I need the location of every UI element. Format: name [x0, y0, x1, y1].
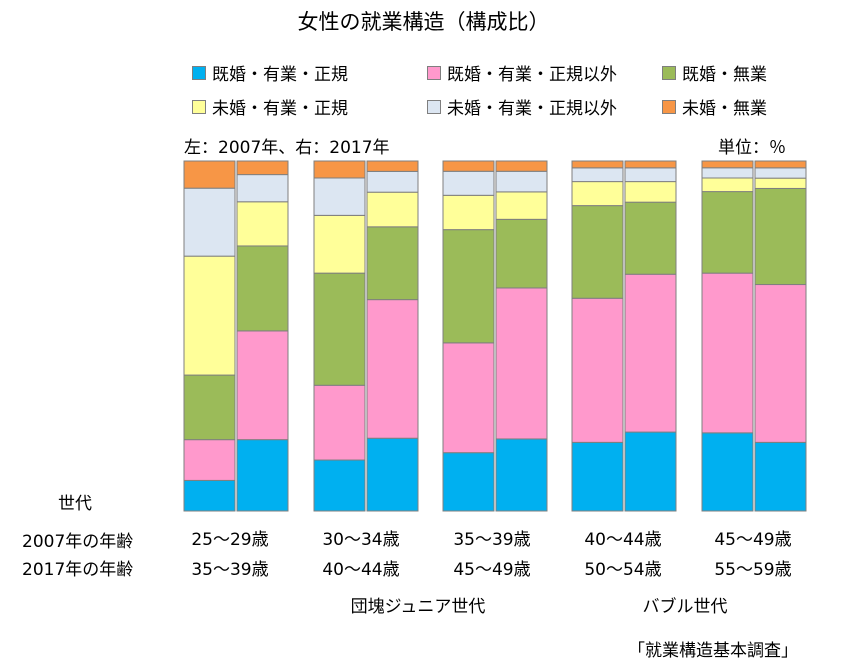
- bar-segment-g2-2007-s4: [313, 214, 366, 274]
- bar-segment-g4-2017-s6: [624, 160, 677, 169]
- bar-segment-g3-2007-s2: [442, 342, 495, 454]
- source-note: 「就業構造基本調査」: [628, 641, 798, 661]
- bar-segment-g1-2007-s4: [183, 255, 236, 376]
- legend-item: 未婚・無業: [662, 94, 767, 119]
- bar-segment-g3-2007-s3: [442, 229, 495, 344]
- bar-segment-g3-2017-s2: [495, 287, 548, 440]
- bar-segment-g5-2017-s2: [754, 284, 807, 443]
- bar-segment-g3-2017-s3: [495, 218, 548, 289]
- bar-segment-g1-2017-s5: [236, 174, 289, 203]
- bar-segment-g1-2017-s1: [236, 439, 289, 512]
- bar-segment-g4-2007-s5: [571, 167, 624, 183]
- row-label-age-2007: 2007年の年齢: [22, 532, 134, 552]
- unit-label: 単位：％: [718, 138, 786, 158]
- bar-segment-g5-2007-s4: [701, 177, 754, 193]
- bar-segment-g2-2007-s5: [313, 177, 366, 216]
- bar-segment-g2-2017-s4: [366, 191, 419, 228]
- bar-segment-g4-2007-s1: [571, 441, 624, 512]
- bar-segment-g1-2017-s3: [236, 245, 289, 332]
- bar-segment-g4-2017-s5: [624, 167, 677, 183]
- row-label-age-2017: 2017年の年齢: [22, 560, 134, 580]
- row-label-generation: 世代: [58, 494, 92, 514]
- age-2017-label: 55〜59歳: [714, 560, 792, 580]
- bar-segment-g4-2017-s2: [624, 273, 677, 433]
- bar-segment-g5-2017-s5: [754, 167, 807, 179]
- bar-segment-g1-2007-s3: [183, 374, 236, 441]
- legend-swatch: [192, 99, 206, 114]
- bar-segment-g1-2017-s2: [236, 330, 289, 441]
- chart-title: 女性の就業構造（構成比）: [297, 10, 550, 34]
- legend-label: 既婚・無業: [682, 65, 767, 85]
- bar-segment-g5-2007-s2: [701, 272, 754, 434]
- legend-swatch: [662, 99, 676, 114]
- bar-segment-g1-2017-s6: [236, 160, 289, 176]
- legend-item: 既婚・無業: [662, 60, 767, 85]
- age-2017-label: 40〜44歳: [322, 560, 400, 580]
- legend-label: 既婚・有業・正規以外: [447, 65, 617, 85]
- bar-segment-g2-2017-s5: [366, 170, 419, 193]
- bar-segment-g1-2017-s4: [236, 201, 289, 247]
- legend-swatch: [192, 65, 206, 80]
- age-2017-label: 50〜54歳: [584, 560, 662, 580]
- legend-label: 未婚・無業: [682, 99, 767, 119]
- bar-segment-g2-2017-s6: [366, 160, 419, 172]
- legend-item: 既婚・有業・正規以外: [427, 60, 617, 85]
- age-2007-label: 45〜49歳: [714, 530, 792, 550]
- bar-segment-g4-2017-s4: [624, 181, 677, 203]
- generation-label-bubble: バブル世代: [642, 597, 728, 617]
- bar-segment-g5-2007-s6: [701, 160, 754, 169]
- bar-segment-g3-2007-s5: [442, 170, 495, 196]
- bar-segment-g3-2017-s1: [495, 438, 548, 512]
- bar-segment-g1-2007-s6: [183, 160, 236, 189]
- bar-segment-g4-2007-s2: [571, 297, 624, 443]
- age-2017-label: 45〜49歳: [453, 560, 531, 580]
- bar-segment-g3-2007-s6: [442, 160, 495, 172]
- bar-segment-g1-2007-s1: [183, 479, 236, 512]
- bar-segment-g3-2017-s6: [495, 160, 548, 172]
- legend-label: 既婚・有業・正規: [212, 65, 348, 85]
- age-2007-label: 40〜44歳: [584, 530, 662, 550]
- bar-segment-g3-2007-s1: [442, 452, 495, 512]
- bar-segment-g1-2007-s2: [183, 439, 236, 481]
- bar-segment-g2-2007-s6: [313, 160, 366, 179]
- bar-segment-g5-2017-s3: [754, 187, 807, 286]
- age-2017-label: 35〜39歳: [191, 560, 269, 580]
- age-2007-label: 25〜29歳: [191, 530, 269, 550]
- legend-label: 未婚・有業・正規以外: [447, 99, 617, 119]
- bar-segment-g5-2017-s4: [754, 177, 807, 189]
- bar-segment-g2-2007-s3: [313, 272, 366, 386]
- bar-segment-g4-2007-s6: [571, 160, 624, 169]
- legend-label: 未婚・有業・正規: [212, 99, 348, 119]
- bar-segment-g4-2017-s1: [624, 431, 677, 512]
- bar-segment-g5-2007-s1: [701, 432, 754, 512]
- age-2007-label: 30〜34歳: [322, 530, 400, 550]
- bar-segment-g4-2007-s3: [571, 205, 624, 299]
- legend-swatch: [427, 65, 441, 80]
- bar-segment-g5-2017-s6: [754, 160, 807, 169]
- bar-segment-g2-2017-s3: [366, 226, 419, 301]
- legend-swatch: [662, 65, 676, 80]
- bar-segment-g3-2007-s4: [442, 194, 495, 231]
- legend-item: 既婚・有業・正規: [192, 60, 348, 85]
- legend-item: 未婚・有業・正規以外: [427, 94, 617, 119]
- bar-segment-g2-2017-s1: [366, 437, 419, 512]
- bar-segment-g4-2007-s4: [571, 181, 624, 207]
- age-2007-label: 35〜39歳: [453, 530, 531, 550]
- legend-swatch: [427, 99, 441, 114]
- bar-segment-g1-2007-s5: [183, 187, 236, 257]
- bar-segment-g5-2007-s5: [701, 167, 754, 179]
- bar-segment-g3-2017-s5: [495, 170, 548, 193]
- bar-segment-g4-2017-s3: [624, 201, 677, 275]
- legend-item: 未婚・有業・正規: [192, 94, 348, 119]
- bar-segment-g2-2007-s1: [313, 459, 366, 512]
- bar-segment-g2-2017-s2: [366, 299, 419, 439]
- year-note: 左：2007年、右：2017年: [184, 138, 390, 158]
- generation-label-dankai-junior: 団塊ジュニア世代: [350, 597, 486, 617]
- bar-segment-g5-2017-s1: [754, 441, 807, 512]
- bar-segment-g3-2017-s4: [495, 191, 548, 220]
- bar-segment-g2-2007-s2: [313, 384, 366, 461]
- bar-segment-g5-2007-s3: [701, 191, 754, 274]
